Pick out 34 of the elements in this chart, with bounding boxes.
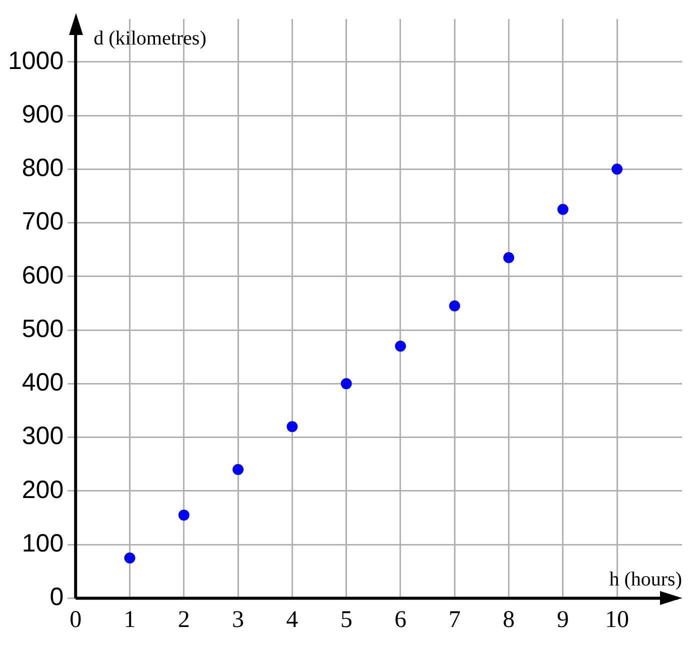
y-tick-label: 300 bbox=[22, 422, 64, 450]
x-tick-label: 5 bbox=[340, 606, 352, 633]
x-tick-label: 0 bbox=[70, 606, 82, 633]
x-tick-label: 6 bbox=[394, 606, 406, 633]
y-tick-label: 200 bbox=[22, 476, 64, 504]
point bbox=[394, 340, 406, 352]
y-tick-label: 100 bbox=[22, 529, 64, 558]
x-tick-label: 4 bbox=[286, 606, 298, 633]
y-tick-label: 400 bbox=[22, 368, 64, 397]
y-tick-label: 500 bbox=[22, 314, 64, 343]
point bbox=[557, 204, 568, 215]
y-tick-label: 700 bbox=[22, 208, 64, 236]
y-tick-label: 900 bbox=[22, 100, 64, 128]
y-tick-label: 800 bbox=[22, 154, 64, 182]
x-tick-label: 2 bbox=[178, 606, 190, 633]
x-tick-label: 7 bbox=[448, 606, 461, 633]
y-tick-label: 600 bbox=[22, 261, 64, 290]
x-tick-label: 3 bbox=[232, 606, 244, 633]
point bbox=[286, 421, 298, 432]
y-axis-title: d (kilometres) bbox=[94, 27, 206, 50]
x-tick-label: 8 bbox=[502, 606, 515, 633]
point bbox=[124, 552, 136, 564]
y-tick-label: 1000 bbox=[8, 46, 64, 75]
x-axis-title: h (hours) bbox=[609, 568, 682, 590]
point bbox=[449, 300, 460, 312]
point bbox=[503, 252, 514, 264]
point bbox=[340, 378, 352, 390]
x-tick-label: 1 bbox=[124, 606, 136, 633]
y-tick-label: 0 bbox=[50, 583, 64, 612]
x-tick-label: 9 bbox=[556, 606, 569, 633]
x-tick-label: 10 bbox=[605, 606, 630, 633]
point bbox=[232, 464, 244, 475]
point bbox=[612, 164, 623, 175]
point bbox=[178, 510, 190, 521]
